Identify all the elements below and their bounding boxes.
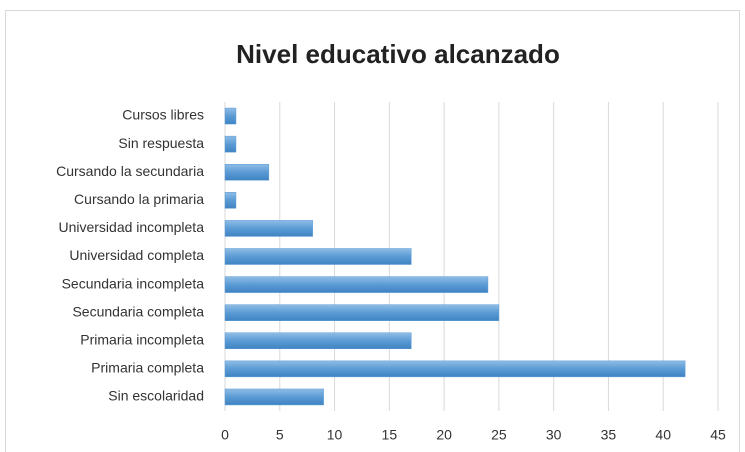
y-tick-label: Secundaria completa xyxy=(72,303,204,319)
y-tick-label: Sin respuesta xyxy=(118,135,204,151)
x-tick-label: 25 xyxy=(491,427,507,443)
bar xyxy=(224,107,237,125)
x-tick-label: 5 xyxy=(276,427,284,443)
y-tick-label: Cursando la primaria xyxy=(74,191,204,207)
x-tick-label: 0 xyxy=(221,427,229,443)
y-tick-label: Primaria completa xyxy=(91,360,204,376)
x-tick-label: 10 xyxy=(327,427,343,443)
bar xyxy=(224,135,237,153)
bar xyxy=(224,360,686,378)
x-tick-label: 40 xyxy=(655,427,671,443)
y-tick-label: Universidad incompleta xyxy=(58,219,204,235)
y-tick-label: Secundaria incompleta xyxy=(62,275,205,291)
y-tick-label: Sin escolaridad xyxy=(108,388,204,404)
y-tick-label: Cursos libres xyxy=(122,107,204,123)
bar xyxy=(224,163,270,181)
x-tick-label: 15 xyxy=(382,427,398,443)
x-tick-label: 20 xyxy=(436,427,452,443)
chart-frame xyxy=(5,10,740,452)
bar xyxy=(224,332,412,350)
chart-title: Nivel educativo alcanzado xyxy=(236,39,560,69)
y-tick-label: Primaria incompleta xyxy=(80,331,204,347)
bar xyxy=(224,304,500,321)
bar xyxy=(224,220,313,237)
x-tick-label: 45 xyxy=(710,427,726,443)
y-tick-label: Universidad completa xyxy=(69,247,204,263)
bar xyxy=(224,276,489,293)
bar xyxy=(224,192,237,209)
x-tick-label: 35 xyxy=(601,427,617,443)
bar xyxy=(224,248,412,265)
x-tick-label: 30 xyxy=(546,427,562,443)
bar xyxy=(224,388,324,406)
y-tick-label: Cursando la secundaria xyxy=(56,163,204,179)
